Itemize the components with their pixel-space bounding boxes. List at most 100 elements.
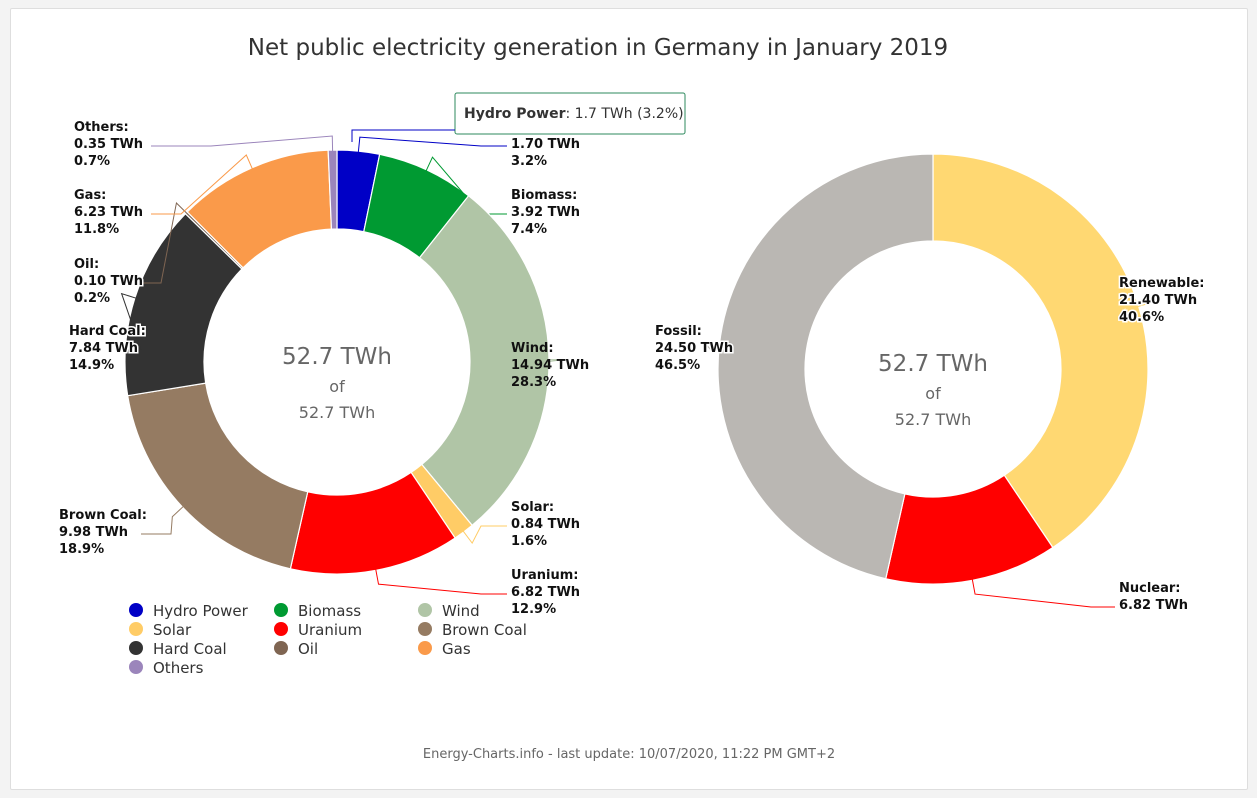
data-label-line: 6.82 TWh	[1119, 598, 1188, 613]
legend-label-biomass: Biomass	[298, 602, 361, 620]
data-label-src-hard-coal: Hard Coal: 7.84 TWh 14.9%	[69, 324, 146, 373]
legend-label-wind: Wind	[442, 602, 480, 620]
data-label-line: 9.98 TWh	[59, 525, 128, 540]
chart-credits[interactable]: Energy-Charts.info - last update: 10/07/…	[423, 747, 835, 762]
tooltip-name: Hydro Power	[464, 106, 566, 122]
data-label-line: 18.9%	[59, 542, 104, 557]
legend-item-wind[interactable]: Wind	[418, 602, 480, 620]
legend-marker-gas	[418, 641, 432, 655]
data-label-src-brown-coal: Brown Coal: 9.98 TWh 18.9%	[59, 508, 147, 557]
data-label-line: Hard Coal:	[69, 324, 146, 339]
legend-marker-others	[129, 660, 143, 674]
legend-label-others: Others	[153, 659, 204, 677]
connector-src-hydro-power	[357, 136, 507, 154]
legend-item-solar[interactable]: Solar	[129, 621, 192, 639]
data-label-line: 7.84 TWh	[69, 341, 138, 356]
legend-item-hard-coal[interactable]: Hard Coal	[129, 640, 227, 658]
data-label-line: Biomass:	[511, 188, 577, 203]
legend-label-hard-coal: Hard Coal	[153, 640, 227, 658]
data-label-src-oil: Oil: 0.10 TWh 0.2%	[74, 257, 143, 306]
data-label-line: 40.6%	[1119, 310, 1164, 325]
src-center-of: of	[329, 377, 345, 396]
legend-marker-solar	[129, 622, 143, 636]
legend-item-oil[interactable]: Oil	[274, 640, 318, 658]
data-label-line: Others:	[74, 120, 129, 135]
data-label-src-solar: Solar: 0.84 TWh 1.6%	[511, 500, 580, 549]
data-label-line: Uranium:	[511, 568, 578, 583]
type-center-of: of	[925, 384, 941, 403]
slice-type-fossil[interactable]	[717, 153, 934, 580]
type-center-value: 52.7 TWh	[878, 351, 988, 377]
data-label-line: Fossil:	[655, 324, 702, 339]
data-label-line: 0.35 TWh	[74, 137, 143, 152]
data-label-line: 12.9%	[511, 602, 556, 617]
tooltip-separator: :	[565, 106, 574, 122]
data-label-line: 24.50 TWh	[655, 341, 733, 356]
data-label-type-nuclear: Nuclear: 6.82 TWh 12.9%	[1119, 581, 1188, 630]
legend-item-hydro-power[interactable]: Hydro Power	[129, 602, 249, 620]
legend-marker-wind	[418, 603, 432, 617]
data-label-line: 14.94 TWh	[511, 358, 589, 373]
connector-type-nuclear	[971, 578, 1115, 608]
legend-marker-hydro-power	[129, 603, 143, 617]
data-label-line: 28.3%	[511, 375, 556, 390]
legend-item-biomass[interactable]: Biomass	[274, 602, 361, 620]
legend-item-gas[interactable]: Gas	[418, 640, 471, 658]
data-label-line: Wind:	[511, 341, 554, 356]
tooltip-pointer	[351, 129, 455, 142]
data-label-src-biomass: Biomass: 3.92 TWh 7.4%	[511, 188, 580, 237]
legend-item-brown-coal[interactable]: Brown Coal	[418, 621, 527, 639]
slice-src-brown-coal[interactable]	[127, 382, 309, 570]
tooltip-text: Hydro Power: 1.7 TWh (3.2%)	[464, 106, 684, 122]
data-label-line: 46.5%	[655, 358, 700, 373]
tooltip: Hydro Power: 1.7 TWh (3.2%)	[351, 92, 686, 142]
chart-legend: Hydro Power Biomass Wind Solar Uranium Brown …	[129, 602, 527, 677]
generation-by-type-donut: Renewable: 21.40 TWh 40.6% Nuclear: 6.82 TWh…	[654, 153, 1206, 630]
connector-src-biomass	[425, 156, 507, 215]
type-center-total: 52.7 TWh	[895, 410, 971, 429]
legend-marker-brown-coal	[418, 622, 432, 636]
connector-src-uranium	[375, 568, 507, 595]
data-label-line: Brown Coal:	[59, 508, 147, 523]
legend-marker-uranium	[274, 622, 288, 636]
chart-canvas: Net public electricity generation in Ger…	[58, 35, 1206, 762]
data-label-line: 0.7%	[74, 154, 110, 169]
connector-src-oil	[141, 201, 189, 284]
legend-item-others[interactable]: Others	[129, 659, 204, 677]
connector-type-renewable	[1131, 301, 1153, 308]
connector-src-others	[151, 135, 334, 153]
data-label-line: 6.82 TWh	[511, 585, 580, 600]
legend-item-uranium[interactable]: Uranium	[274, 621, 362, 639]
legend-marker-oil	[274, 641, 288, 655]
data-label-line: 0.10 TWh	[74, 274, 143, 289]
legend-label-brown-coal: Brown Coal	[442, 621, 527, 639]
legend-label-hydro-power: Hydro Power	[153, 602, 249, 620]
connector-type-fossil	[704, 343, 722, 351]
legend-label-uranium: Uranium	[298, 621, 362, 639]
data-label-line: 0.84 TWh	[511, 517, 580, 532]
data-label-line: 12.9%	[1119, 615, 1164, 630]
src-center-value: 52.7 TWh	[282, 344, 392, 370]
legend-marker-hard-coal	[129, 641, 143, 655]
data-label-line: 3.2%	[511, 154, 547, 169]
data-label-line: Nuclear:	[1119, 581, 1181, 596]
data-label-line: 11.8%	[74, 222, 119, 237]
slice-type-renewable[interactable]	[932, 153, 1149, 549]
data-label-src-uranium: Uranium: 6.82 TWh 12.9%	[511, 568, 580, 617]
slice-src-others[interactable]	[327, 149, 338, 230]
data-label-type-fossil: Fossil: 24.50 TWh 46.5%	[655, 324, 733, 373]
connector-src-wind	[506, 359, 564, 368]
connector-src-solar	[462, 525, 507, 545]
data-label-line: 7.4%	[511, 222, 547, 237]
slice-src-wind[interactable]	[418, 194, 550, 527]
legend-label-oil: Oil	[298, 640, 318, 658]
chart-card: Net public electricity generation in Ger…	[10, 8, 1248, 790]
tooltip-value: 1.7 TWh (3.2%)	[575, 106, 684, 122]
data-label-type-renewable: Renewable: 21.40 TWh 40.6%	[1119, 276, 1204, 325]
data-label-line: Gas:	[74, 188, 106, 203]
data-label-line: 14.9%	[69, 358, 114, 373]
data-label-line: 21.40 TWh	[1119, 293, 1197, 308]
connector-src-brown-coal	[141, 505, 185, 535]
connector-src-hard-coal	[120, 292, 142, 351]
